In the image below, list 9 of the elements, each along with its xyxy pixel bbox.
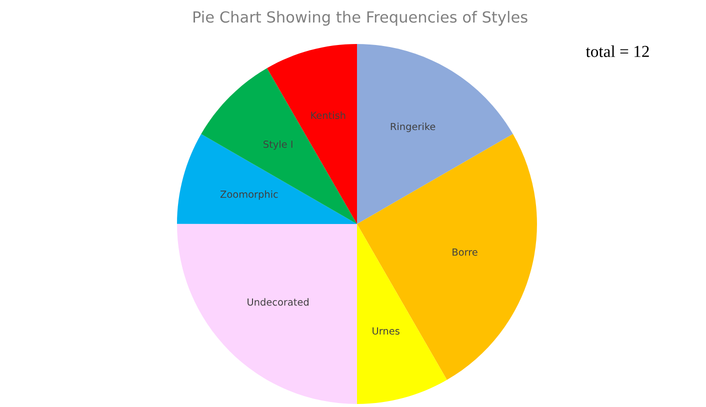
slice-label: Urnes	[372, 327, 400, 335]
slice-label: Ringerike	[390, 122, 436, 132]
slice-label: Kentish	[311, 111, 346, 120]
text: total = 12	[586, 45, 649, 58]
slice-label: Borre	[452, 248, 478, 256]
slice-label: Undecorated	[248, 298, 308, 306]
chart-title: Pie Chart Showing the Frequencies of Styles	[194, 10, 528, 26]
slice-label: Style I	[264, 140, 292, 150]
slice-label: Zoomorphic	[220, 190, 278, 200]
